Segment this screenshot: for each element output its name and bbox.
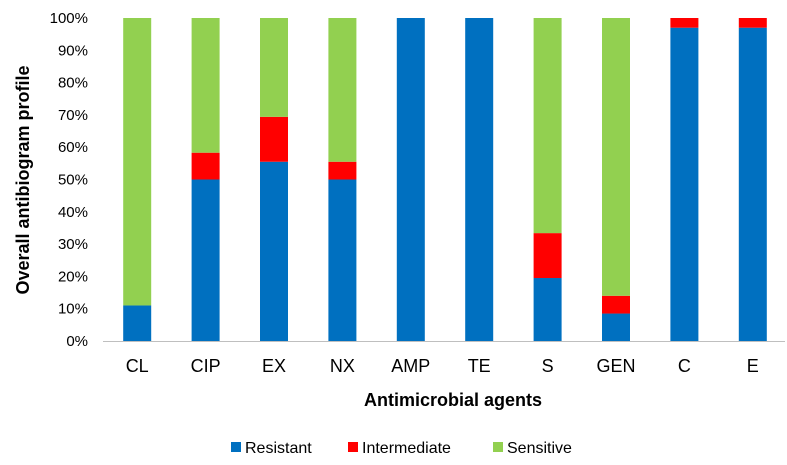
bar-segment-resistant-te: [465, 18, 494, 341]
legend-label: Intermediate: [362, 440, 451, 457]
y-tick-label: 30%: [58, 236, 88, 253]
legend-swatch: [348, 442, 358, 452]
bar-segment-sensitive-nx: [328, 18, 357, 162]
x-tick-label: E: [747, 356, 759, 376]
bar-segment-intermediate-gen: [602, 295, 630, 314]
x-tick-label: AMP: [391, 356, 430, 376]
legend-label: Resistant: [245, 440, 312, 457]
y-tick-label: 100%: [50, 10, 88, 27]
bar-segment-resistant-cip: [191, 179, 220, 341]
bar-segment-resistant-e: [738, 27, 767, 341]
bar-segment-resistant-nx: [328, 179, 357, 341]
legend-label: Sensitive: [507, 440, 572, 457]
x-tick-label: C: [678, 356, 691, 376]
y-tick-label: 80%: [58, 75, 88, 92]
y-tick-label: 90%: [58, 42, 88, 59]
legend-swatch: [493, 442, 503, 452]
x-tick-label: EX: [262, 356, 286, 376]
bar-segment-intermediate-s: [533, 233, 562, 279]
legend-item-sensitive: Sensitive: [493, 440, 572, 457]
bar-segment-resistant-s: [533, 278, 562, 341]
bar-segment-resistant-c: [670, 27, 699, 341]
y-axis-ticks: 0% 10% 20% 30% 40% 50% 60% 70% 80% 90% 100%: [50, 10, 88, 350]
legend-item-resistant: Resistant: [231, 440, 312, 457]
x-tick-label: NX: [330, 356, 355, 376]
bar-segment-intermediate-c: [670, 18, 699, 28]
bar-segment-intermediate-nx: [328, 161, 357, 180]
x-tick-label: CL: [126, 356, 149, 376]
bar-segment-resistant-ex: [260, 161, 288, 341]
x-axis-ticks: CL CIP EX NX AMP TE S GEN C E: [126, 356, 759, 376]
legend: Resistant Intermediate Sensitive: [231, 440, 572, 457]
bar-segment-resistant-cl: [123, 305, 152, 341]
x-tick-label: S: [542, 356, 554, 376]
bar-segment-sensitive-ex: [260, 18, 288, 117]
bar-segment-resistant-amp: [396, 18, 425, 341]
y-tick-label: 70%: [58, 107, 88, 124]
x-tick-label: TE: [468, 356, 491, 376]
bar-segment-sensitive-cip: [191, 18, 220, 153]
bars: [123, 18, 767, 341]
y-tick-label: 10%: [58, 301, 88, 318]
bar-segment-intermediate-cip: [191, 152, 220, 180]
y-axis-title: Overall antibiogram profile: [13, 65, 33, 294]
legend-swatch: [231, 442, 241, 452]
y-tick-label: 40%: [58, 204, 88, 221]
bar-segment-sensitive-gen: [602, 18, 630, 296]
y-tick-label: 0%: [66, 333, 88, 350]
y-tick-label: 60%: [58, 139, 88, 156]
bar-segment-intermediate-ex: [260, 116, 288, 162]
x-tick-label: CIP: [191, 356, 221, 376]
bar-segment-sensitive-cl: [123, 18, 152, 306]
bar-segment-intermediate-e: [738, 18, 767, 28]
legend-item-intermediate: Intermediate: [348, 440, 451, 457]
x-axis-title: Antimicrobial agents: [364, 390, 542, 410]
y-tick-label: 50%: [58, 172, 88, 189]
x-tick-label: GEN: [596, 356, 635, 376]
bar-segment-sensitive-s: [533, 18, 562, 234]
y-tick-label: 20%: [58, 268, 88, 285]
bar-segment-resistant-gen: [602, 313, 630, 341]
